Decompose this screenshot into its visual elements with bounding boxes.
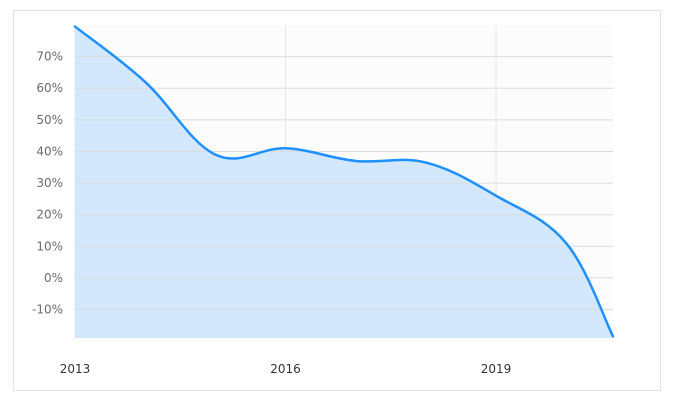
y-tick-label: 20% bbox=[36, 208, 63, 222]
y-tick-label: 40% bbox=[36, 144, 63, 158]
y-tick-label: 30% bbox=[36, 176, 63, 190]
x-tick-label: 2016 bbox=[270, 362, 301, 376]
x-tick-label: 2013 bbox=[60, 362, 91, 376]
y-tick-label: 10% bbox=[36, 239, 63, 253]
horizontal-gridlines bbox=[75, 56, 613, 311]
y-tick-label: 50% bbox=[36, 113, 63, 127]
x-tick-label: 2019 bbox=[481, 362, 512, 376]
y-tick-label: 0% bbox=[44, 271, 63, 285]
y-tick-label: 60% bbox=[36, 81, 63, 95]
y-tick-label: 70% bbox=[36, 50, 63, 64]
series-line bbox=[73, 25, 615, 338]
area-fill bbox=[75, 26, 613, 339]
x-axis-ticks: 2013 2016 2019 bbox=[60, 362, 512, 376]
y-tick-label: -10% bbox=[32, 303, 63, 317]
y-axis-ticks: -10% 0% 10% 20% 30% 40% 50% 60% 70% bbox=[32, 50, 63, 317]
